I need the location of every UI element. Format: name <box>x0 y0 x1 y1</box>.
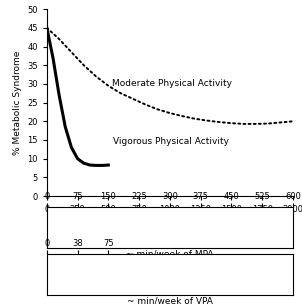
X-axis label: MET min/week of MPA or VPA: MET min/week of MPA or VPA <box>104 217 235 226</box>
X-axis label: ~ min/week of MPA: ~ min/week of MPA <box>126 249 214 258</box>
Text: Vigorous Physical Activity: Vigorous Physical Activity <box>113 137 229 146</box>
Y-axis label: % Metabolic Syndrome: % Metabolic Syndrome <box>13 50 22 155</box>
X-axis label: ~ min/week of VPA: ~ min/week of VPA <box>127 296 213 304</box>
Text: Moderate Physical Activity: Moderate Physical Activity <box>112 79 232 88</box>
